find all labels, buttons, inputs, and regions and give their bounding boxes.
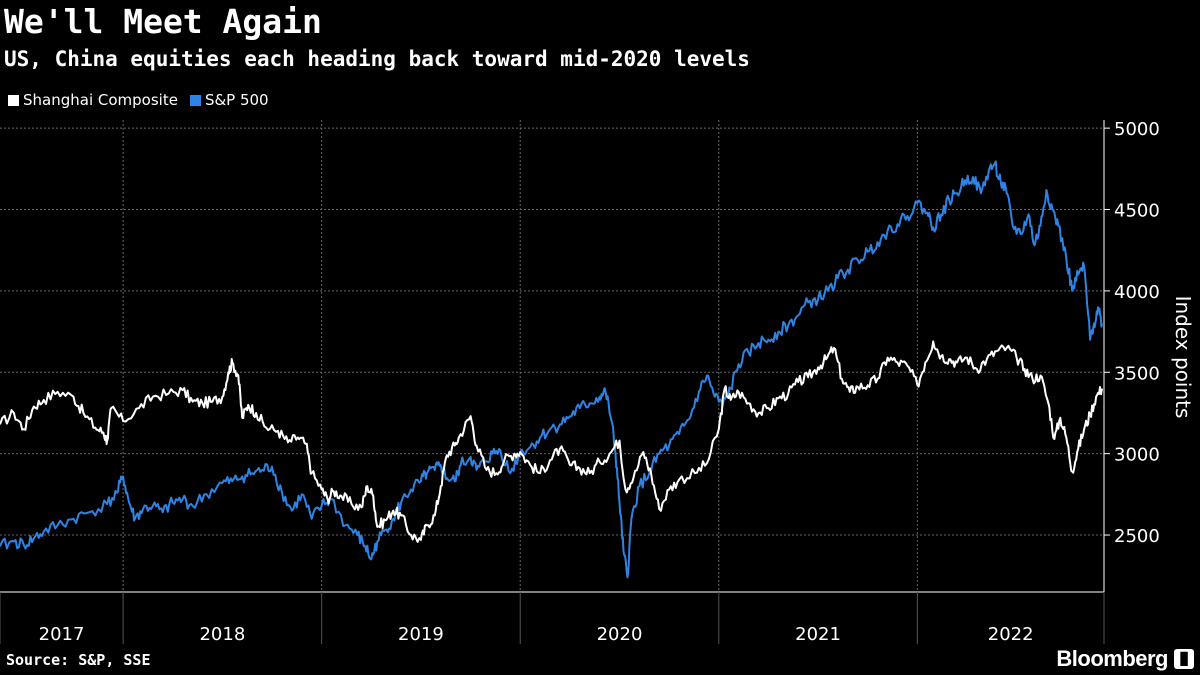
y-tick-label: 4000 [1114, 282, 1160, 303]
y-axis-label: Index points [1171, 296, 1195, 419]
x-tick-label: 2022 [988, 624, 1034, 645]
axis-layer: 2500 3000 3500 4000 4500 5000 2017 2018 2019 2020… [0, 119, 1160, 645]
x-tick-label: 2021 [795, 624, 841, 645]
legend: Shanghai Composite S&P 500 [8, 91, 281, 109]
series-layer [0, 160, 1103, 579]
y-tick-label: 2500 [1114, 526, 1160, 547]
legend-label-shanghai: Shanghai Composite [23, 91, 178, 109]
legend-label-sp500: S&P 500 [204, 91, 269, 109]
x-tick-label: 2018 [199, 624, 245, 645]
grid-layer [0, 120, 1104, 592]
bloomberg-terminal-icon: █ [1174, 649, 1194, 669]
y-tick-label: 3000 [1114, 445, 1160, 466]
source-note: Source: S&P, SSE [6, 651, 151, 669]
series-line-sp500 [0, 160, 1103, 579]
series-line-shanghai [0, 340, 1103, 543]
bloomberg-logo: Bloomberg [1056, 646, 1168, 671]
legend-item-shanghai: Shanghai Composite [8, 91, 178, 109]
y-tick-label: 5000 [1114, 119, 1160, 140]
chart-subtitle: US, China equities each heading back tow… [4, 47, 750, 71]
y-tick-label: 4500 [1114, 201, 1160, 222]
x-tick-label: 2017 [39, 624, 85, 645]
legend-swatch-sp500 [189, 94, 201, 106]
y-tick-label: 3500 [1114, 363, 1160, 384]
chart-title: We'll Meet Again [4, 2, 322, 41]
legend-item-sp500: S&P 500 [189, 91, 269, 109]
x-tick-label: 2019 [398, 624, 444, 645]
x-tick-label: 2020 [597, 624, 643, 645]
legend-swatch-shanghai [8, 94, 19, 106]
